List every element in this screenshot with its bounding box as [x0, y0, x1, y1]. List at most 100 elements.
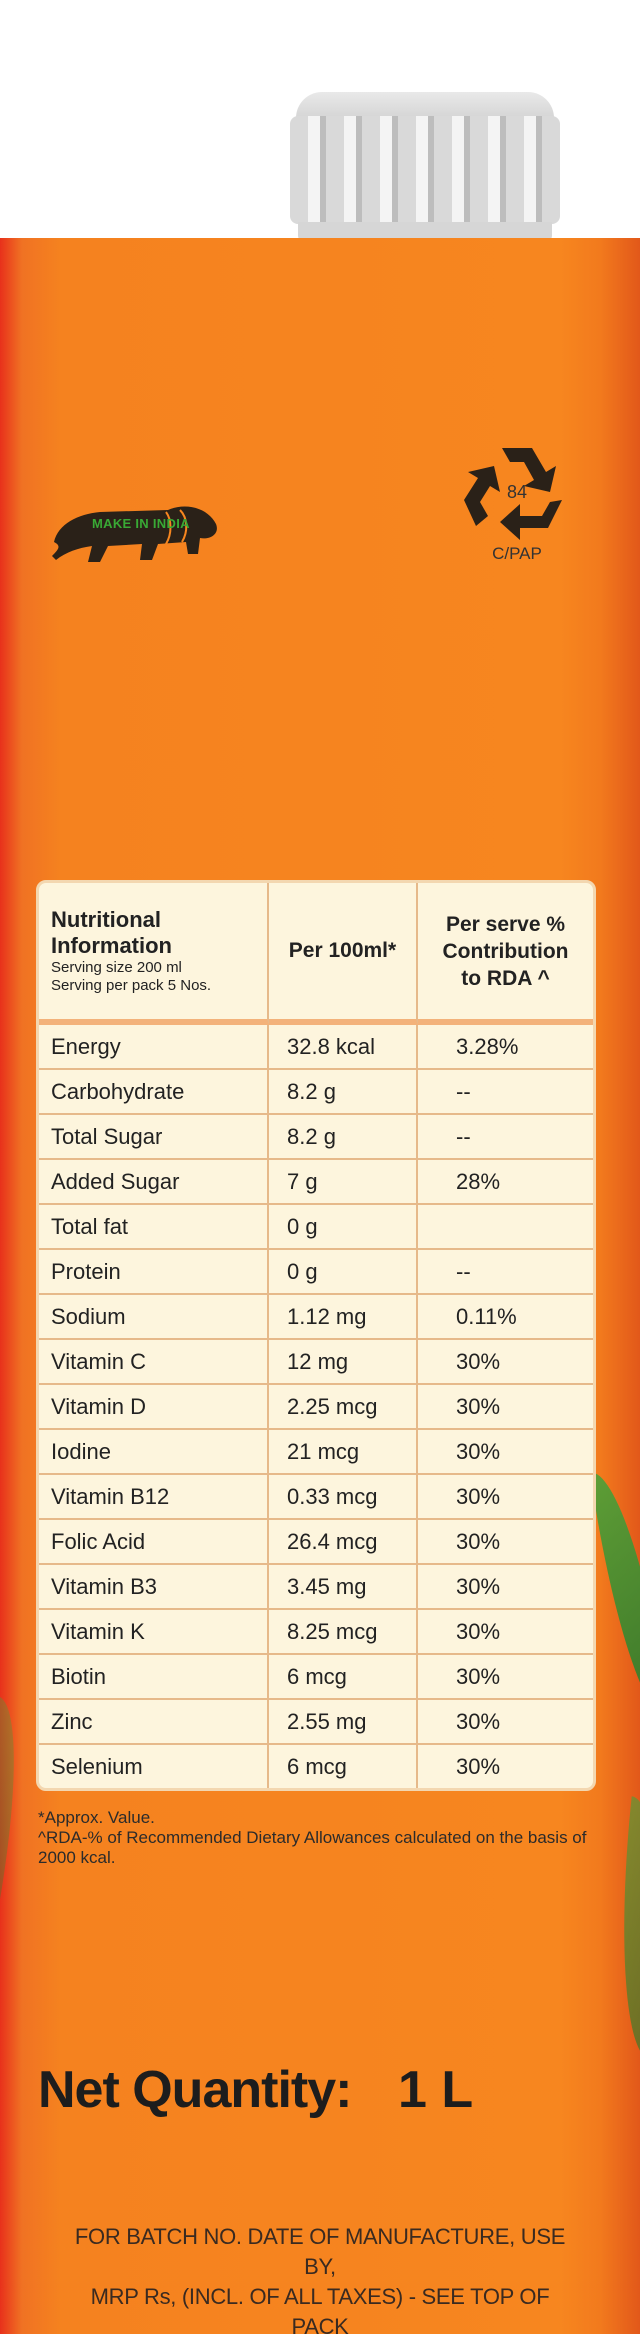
net-quantity-label: Net Quantity:	[38, 2061, 352, 2119]
per-100ml-value: 26.4 mcg	[269, 1520, 418, 1565]
header-rda-line1: Per serve %	[445, 912, 566, 936]
nutrient-name: Energy	[39, 1025, 269, 1070]
nutrient-name: Added Sugar	[39, 1160, 269, 1205]
table-row: Folic Acid 26.4 mcg 30%	[39, 1520, 593, 1565]
recycle-icon	[464, 448, 562, 540]
nutrient-name: Folic Acid	[39, 1520, 269, 1565]
nutrient-name: Iodine	[39, 1430, 269, 1475]
per-100ml-value: 0 g	[269, 1250, 418, 1295]
table-row: Sodium 1.12 mg 0.11%	[39, 1295, 593, 1340]
recycle-label: C/PAP	[492, 544, 542, 563]
per-100ml-value: 21 mcg	[269, 1430, 418, 1475]
rda-value: 30%	[418, 1520, 593, 1565]
bottle-cap	[290, 92, 560, 240]
nutrient-name: Total Sugar	[39, 1115, 269, 1160]
header-rda-line3: to RDA ^	[461, 966, 550, 990]
per-100ml-value: 8.25 mcg	[269, 1610, 418, 1655]
table-row: Vitamin D 2.25 mcg 30%	[39, 1385, 593, 1430]
rda-value: 3.28%	[418, 1025, 593, 1070]
header-title: Nutritional Information	[51, 907, 172, 958]
make-in-india-logo: MAKE IN INDIA	[48, 494, 224, 568]
per-100ml-value: 0 g	[269, 1205, 418, 1250]
table-row: Iodine 21 mcg 30%	[39, 1430, 593, 1475]
serving-size: Serving size 200 ml	[51, 959, 182, 976]
nutrient-name: Vitamin C	[39, 1340, 269, 1385]
footnotes: *Approx. Value. ^RDA-% of Recommended Di…	[38, 1808, 598, 1868]
nutrient-name: Total fat	[39, 1205, 269, 1250]
per-100ml-value: 1.12 mg	[269, 1295, 418, 1340]
nutrition-table: Nutritional Information Serving size 200…	[36, 880, 596, 1791]
per-100ml-value: 8.2 g	[269, 1070, 418, 1115]
table-row: Carbohydrate 8.2 g --	[39, 1070, 593, 1115]
table-row: Total fat 0 g	[39, 1205, 593, 1250]
rda-value: 30%	[418, 1475, 593, 1520]
net-quantity-value: 1 L	[398, 2061, 474, 2119]
rda-value	[418, 1205, 593, 1250]
cap-neck	[298, 222, 552, 240]
rda-value: 30%	[418, 1430, 593, 1475]
table-row: Vitamin B12 0.33 mcg 30%	[39, 1475, 593, 1520]
table-header-row: Nutritional Information Serving size 200…	[39, 883, 593, 1025]
footnote-rda: ^RDA-% of Recommended Dietary Allowances…	[38, 1828, 587, 1867]
nutrient-name: Vitamin B3	[39, 1565, 269, 1610]
nutrient-name: Vitamin B12	[39, 1475, 269, 1520]
table-row: Energy 32.8 kcal 3.28%	[39, 1025, 593, 1070]
table-row: Vitamin K 8.25 mcg 30%	[39, 1610, 593, 1655]
per-100ml-value: 6 mcg	[269, 1655, 418, 1700]
table-row: Vitamin B3 3.45 mg 30%	[39, 1565, 593, 1610]
per-100ml-value: 6 mcg	[269, 1745, 418, 1788]
nutrient-name: Vitamin D	[39, 1385, 269, 1430]
table-row: Selenium 6 mcg 30%	[39, 1745, 593, 1788]
recycle-number: 84	[506, 482, 528, 502]
table-row: Protein 0 g --	[39, 1250, 593, 1295]
make-in-india-text: MAKE IN INDIA	[92, 516, 190, 531]
rda-value: 30%	[418, 1340, 593, 1385]
rda-value: 0.11%	[418, 1295, 593, 1340]
nutrient-name: Zinc	[39, 1700, 269, 1745]
header-per-100ml: Per 100ml*	[269, 883, 418, 1025]
table-row: Added Sugar 7 g 28%	[39, 1160, 593, 1205]
table-row: Zinc 2.55 mg 30%	[39, 1700, 593, 1745]
rda-value: 30%	[418, 1700, 593, 1745]
header-rda-line2: Contribution	[442, 939, 569, 963]
nutrition-grid: Nutritional Information Serving size 200…	[36, 880, 596, 1791]
batch-line-1: FOR BATCH NO. DATE OF MANUFACTURE, USE B…	[74, 2224, 566, 2279]
cap-ridges	[290, 116, 560, 224]
per-100ml-value: 12 mg	[269, 1340, 418, 1385]
rda-value: --	[418, 1250, 593, 1295]
batch-info: FOR BATCH NO. DATE OF MANUFACTURE, USE B…	[60, 2222, 580, 2342]
per-100ml-value: 8.2 g	[269, 1115, 418, 1160]
table-row: Vitamin C 12 mg 30%	[39, 1340, 593, 1385]
nutrient-name: Sodium	[39, 1295, 269, 1340]
lion-icon	[52, 506, 217, 562]
rda-value: 30%	[418, 1385, 593, 1430]
footnote-approx: *Approx. Value.	[38, 1808, 155, 1827]
per-100ml-value: 32.8 kcal	[269, 1025, 418, 1070]
per-100ml-value: 3.45 mg	[269, 1565, 418, 1610]
nutrient-name: Carbohydrate	[39, 1070, 269, 1115]
serving-per-pack: Serving per pack 5 Nos.	[51, 977, 212, 994]
rda-value: 30%	[418, 1565, 593, 1610]
per-100ml-value: 7 g	[269, 1160, 418, 1205]
per-100ml-value: 0.33 mcg	[269, 1475, 418, 1520]
rda-value: --	[418, 1070, 593, 1115]
header-rda: Per serve % Contribution to RDA ^	[418, 883, 593, 1025]
nutrient-name: Biotin	[39, 1655, 269, 1700]
nutrient-name: Protein	[39, 1250, 269, 1295]
leaf-decoration	[604, 1796, 640, 2060]
rda-value: 30%	[418, 1655, 593, 1700]
batch-line-2: MRP Rs, (INCL. OF ALL TAXES) - SEE TOP O…	[90, 2284, 550, 2339]
table-row: Total Sugar 8.2 g --	[39, 1115, 593, 1160]
rda-value: 30%	[456, 1753, 501, 1779]
per-100ml-value: 2.25 mcg	[269, 1385, 418, 1430]
table-row: Biotin 6 mcg 30%	[39, 1655, 593, 1700]
leaf-decoration	[590, 1466, 640, 1730]
rda-value: 30%	[418, 1610, 593, 1655]
rda-value: 28%	[418, 1160, 593, 1205]
rda-value: --	[418, 1115, 593, 1160]
nutrient-name: Vitamin K	[39, 1610, 269, 1655]
header-nutritional-information: Nutritional Information Serving size 200…	[39, 883, 269, 1025]
recycle-symbol: 84	[462, 440, 572, 540]
per-100ml-value: 2.55 mg	[269, 1700, 418, 1745]
nutrient-name: Selenium	[39, 1745, 269, 1788]
